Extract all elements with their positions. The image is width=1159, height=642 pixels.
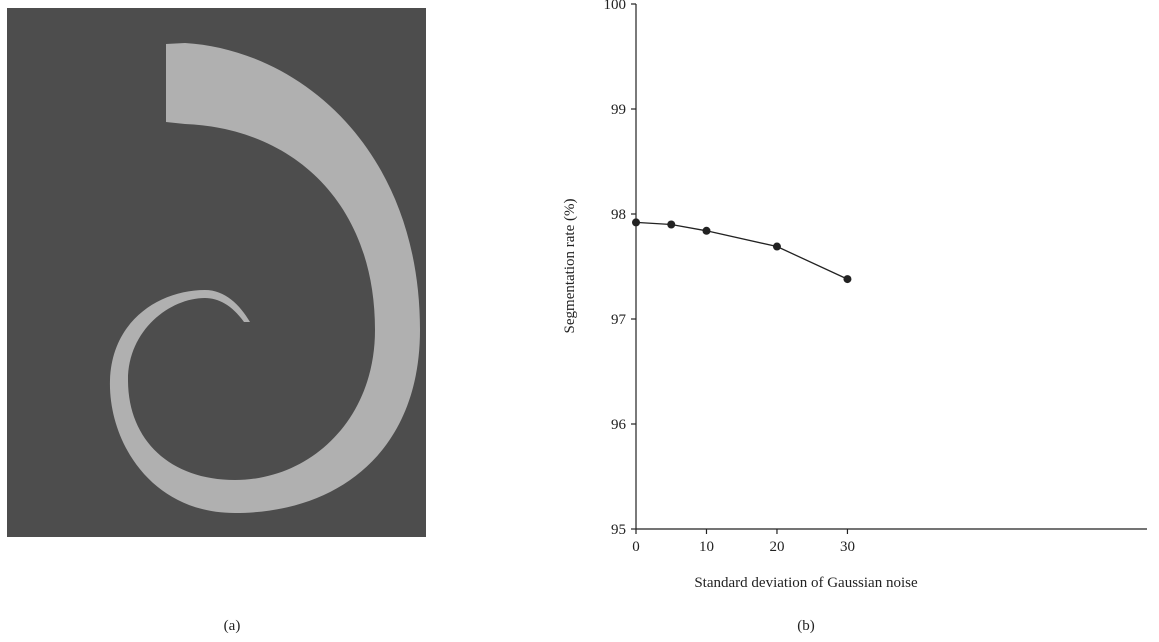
y-tick-label: 99 xyxy=(611,102,626,118)
x-tick-label: 20 xyxy=(769,539,784,555)
data-point xyxy=(843,275,852,284)
spiral-shape xyxy=(109,43,421,513)
caption: (b) xyxy=(797,618,815,634)
y-tick-label: 98 xyxy=(611,207,626,223)
data-line xyxy=(635,221,848,280)
y-tick-label: 95 xyxy=(611,522,626,538)
y-tick-label: 100 xyxy=(604,0,627,13)
x-tick-label: 30 xyxy=(840,539,855,555)
x-tick-label: 10 xyxy=(699,539,714,555)
data-point xyxy=(632,218,640,227)
data-point xyxy=(667,220,676,229)
y-axis-label: Segmentation rate (%) xyxy=(562,199,578,334)
data-point xyxy=(702,226,711,235)
data-point xyxy=(772,242,781,251)
y-tick-label: 97 xyxy=(611,312,627,328)
caption: (a) xyxy=(224,618,241,634)
segmented-image xyxy=(7,8,426,537)
y-tick-label: 96 xyxy=(611,417,627,433)
x-tick-label: 0 xyxy=(632,539,640,555)
x-axis-label: Standard deviation of Gaussian noise xyxy=(694,575,918,591)
